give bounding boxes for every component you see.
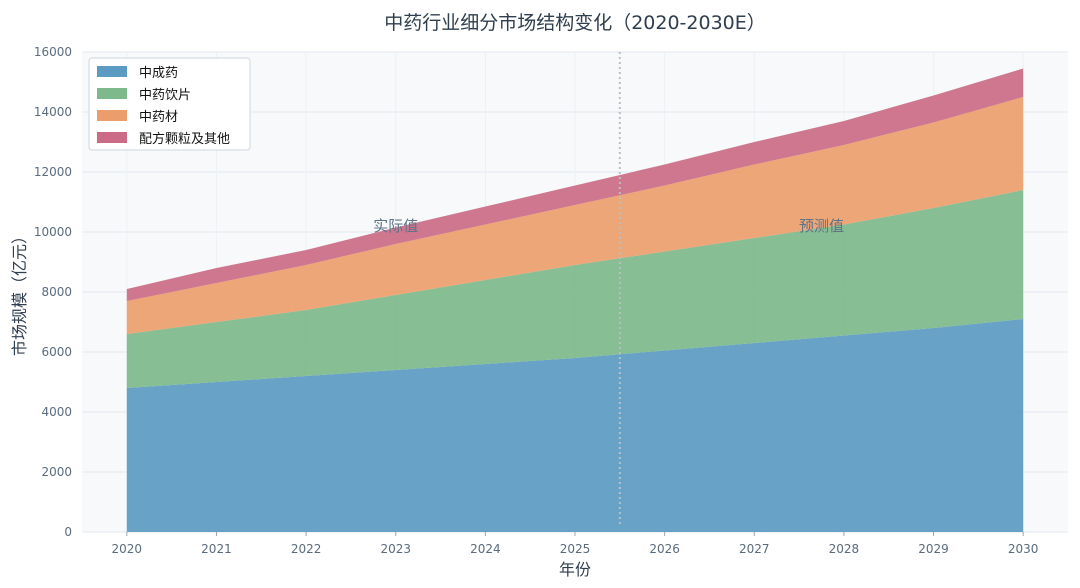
legend-label: 中药饮片 (139, 88, 191, 103)
legend-swatch (97, 88, 127, 99)
y-tick-label: 4000 (41, 405, 72, 419)
x-tick-label: 2027 (739, 542, 770, 556)
x-tick-label: 2024 (470, 542, 501, 556)
legend-swatch (97, 66, 127, 77)
annotation-label: 预测值 (799, 217, 844, 235)
legend-box (88, 57, 251, 151)
y-axis-label: 市场规模（亿元） (10, 228, 29, 356)
y-tick-label: 0 (64, 525, 72, 539)
legend-label: 中成药 (139, 66, 178, 81)
y-tick-label: 16000 (34, 45, 72, 59)
y-axis-ticks: 0 2000 4000 6000 8000 10000 12000 14000 16000 (34, 45, 72, 539)
legend-label: 中药材 (139, 110, 178, 125)
y-tick-label: 6000 (41, 345, 72, 359)
x-axis-label: 年份 (559, 560, 591, 579)
x-tick-label: 2025 (560, 542, 591, 556)
y-tick-label: 2000 (41, 465, 72, 479)
x-tick-label: 2029 (918, 542, 949, 556)
x-axis-ticks: 2020 2021 2022 2023 2024 2025 2026 2027 2028 2029… (112, 532, 1039, 556)
y-tick-label: 8000 (41, 285, 72, 299)
chart-title: 中药行业细分市场结构变化（2020-2030E） (384, 12, 766, 34)
y-tick-label: 10000 (34, 225, 72, 239)
x-tick-label: 2022 (291, 542, 322, 556)
legend-swatch (97, 110, 127, 121)
legend-swatch (97, 132, 127, 143)
x-tick-label: 2028 (829, 542, 860, 556)
area-配方颗粒及其他 (126, 68, 1024, 301)
y-tick-label: 14000 (34, 105, 72, 119)
area-series (126, 68, 1024, 532)
area-中药饮片 (126, 190, 1024, 388)
x-tick-label: 2026 (649, 542, 680, 556)
area-中药材 (126, 97, 1024, 334)
legend-label: 配方颗粒及其他 (139, 131, 230, 147)
x-tick-label: 2021 (201, 542, 232, 556)
x-tick-label: 2020 (112, 542, 143, 556)
annotation-label: 实际值 (373, 217, 418, 235)
x-tick-label: 2030 (1008, 542, 1039, 556)
x-tick-label: 2023 (380, 542, 411, 556)
y-tick-label: 12000 (34, 165, 72, 179)
annotations: 实际值 预测值 (373, 217, 844, 235)
area-中成药 (126, 319, 1024, 532)
